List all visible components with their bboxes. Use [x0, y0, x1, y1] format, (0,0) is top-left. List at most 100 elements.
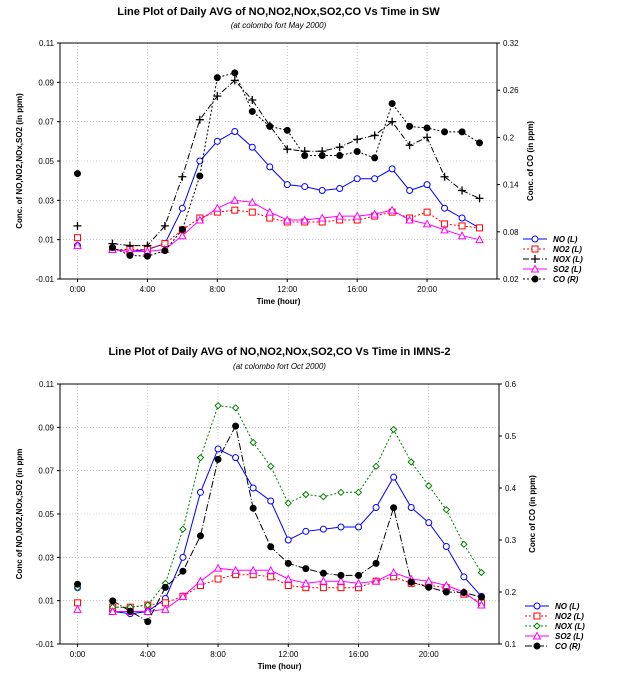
data-point — [179, 567, 187, 575]
chart-title: Line Plot of Daily AVG of NO,NO2,NOx,SO2… — [108, 346, 450, 358]
data-point — [231, 565, 240, 574]
series-line — [112, 567, 482, 612]
chart-2: Line Plot of Daily AVG of NO,NO2,NOx,SO2… — [15, 346, 585, 671]
x-tick-label: 8:00 — [210, 285, 226, 294]
data-point — [267, 573, 275, 581]
data-point — [301, 151, 309, 159]
data-point — [248, 565, 258, 574]
data-point — [352, 211, 362, 220]
series-nox-l — [73, 76, 484, 250]
data-point — [476, 224, 484, 232]
y-right-tick-label: 0.2 — [505, 588, 517, 597]
data-point — [267, 543, 275, 551]
data-point — [196, 453, 205, 462]
data-point — [460, 589, 468, 597]
data-point — [389, 425, 398, 434]
data-point — [476, 139, 484, 147]
data-point — [283, 574, 293, 583]
data-point — [300, 215, 310, 224]
x-axis-label: Time (hour) — [258, 662, 302, 671]
data-point — [319, 576, 328, 585]
data-point — [355, 523, 363, 531]
data-point — [231, 128, 239, 135]
data-point — [406, 187, 414, 194]
data-point — [336, 151, 344, 159]
y-left-tick-label: 0.11 — [39, 380, 55, 389]
data-point — [353, 135, 362, 144]
series-line — [112, 209, 480, 250]
data-point — [108, 244, 116, 252]
data-point — [405, 141, 414, 150]
data-point — [282, 215, 292, 224]
data-point — [74, 580, 82, 588]
data-point — [196, 488, 204, 496]
series-line — [112, 130, 480, 253]
series-line — [112, 79, 480, 247]
legend-label: SO2 (L) — [553, 265, 582, 274]
data-point — [144, 618, 152, 626]
data-point — [283, 145, 292, 154]
y-right-tick-label: 0.02 — [503, 275, 519, 284]
x-tick-label: 16:00 — [349, 650, 370, 659]
data-point — [178, 591, 188, 600]
data-point — [196, 157, 204, 165]
data-point — [460, 540, 468, 549]
y-right-tick-label: 0.26 — [503, 86, 519, 95]
data-point — [319, 525, 327, 533]
y-right-axis-label: Conc of CO (in ppm) — [528, 475, 537, 553]
data-point — [231, 206, 239, 214]
legend-label: CO (R) — [555, 642, 581, 651]
data-point — [319, 584, 327, 592]
data-point — [336, 185, 344, 193]
y-right-tick-label: 0.1 — [505, 640, 517, 649]
legend-label: NO (L) — [553, 235, 578, 244]
y-right-tick-label: 0.32 — [503, 39, 519, 48]
data-point — [406, 122, 414, 130]
data-point — [388, 100, 396, 108]
series-line — [112, 72, 480, 257]
data-point — [302, 527, 310, 535]
data-point — [248, 208, 256, 216]
data-point — [143, 252, 151, 260]
data-point — [161, 583, 169, 591]
legend-label: NOX (L) — [553, 255, 583, 264]
data-point — [319, 569, 327, 577]
data-point — [318, 151, 326, 159]
data-point — [335, 143, 344, 152]
data-point — [355, 571, 363, 579]
data-point — [73, 170, 81, 178]
data-point — [405, 215, 414, 224]
series-no-l — [73, 128, 484, 255]
x-tick-label: 4:00 — [140, 285, 156, 294]
legend-marker — [533, 642, 541, 650]
data-point — [73, 221, 82, 230]
data-point — [126, 607, 134, 615]
data-point — [266, 122, 274, 130]
data-point — [248, 107, 256, 115]
plot-frame — [59, 42, 498, 280]
data-point — [302, 490, 310, 499]
y-right-tick-label: 0.2 — [503, 133, 515, 142]
data-point — [475, 194, 484, 203]
legend-label: CO (R) — [553, 275, 579, 284]
chart-title: Line Plot of Daily AVG of NO,NO2,NOx,SO2… — [117, 6, 440, 18]
data-point — [284, 499, 292, 507]
data-point — [160, 221, 169, 230]
data-point — [388, 165, 396, 173]
data-point — [390, 504, 398, 512]
data-point — [214, 455, 222, 463]
data-point — [73, 241, 82, 250]
data-point — [248, 96, 257, 105]
data-point — [477, 568, 486, 577]
legend-marker — [531, 235, 539, 243]
x-tick-label: 16:00 — [347, 285, 368, 294]
data-point — [283, 181, 291, 189]
data-point — [335, 211, 345, 220]
data-point — [249, 504, 257, 512]
data-point — [442, 543, 450, 550]
data-point — [266, 163, 274, 171]
data-point — [423, 208, 431, 216]
data-point — [370, 131, 379, 140]
data-point — [372, 559, 380, 567]
data-point — [213, 74, 221, 82]
